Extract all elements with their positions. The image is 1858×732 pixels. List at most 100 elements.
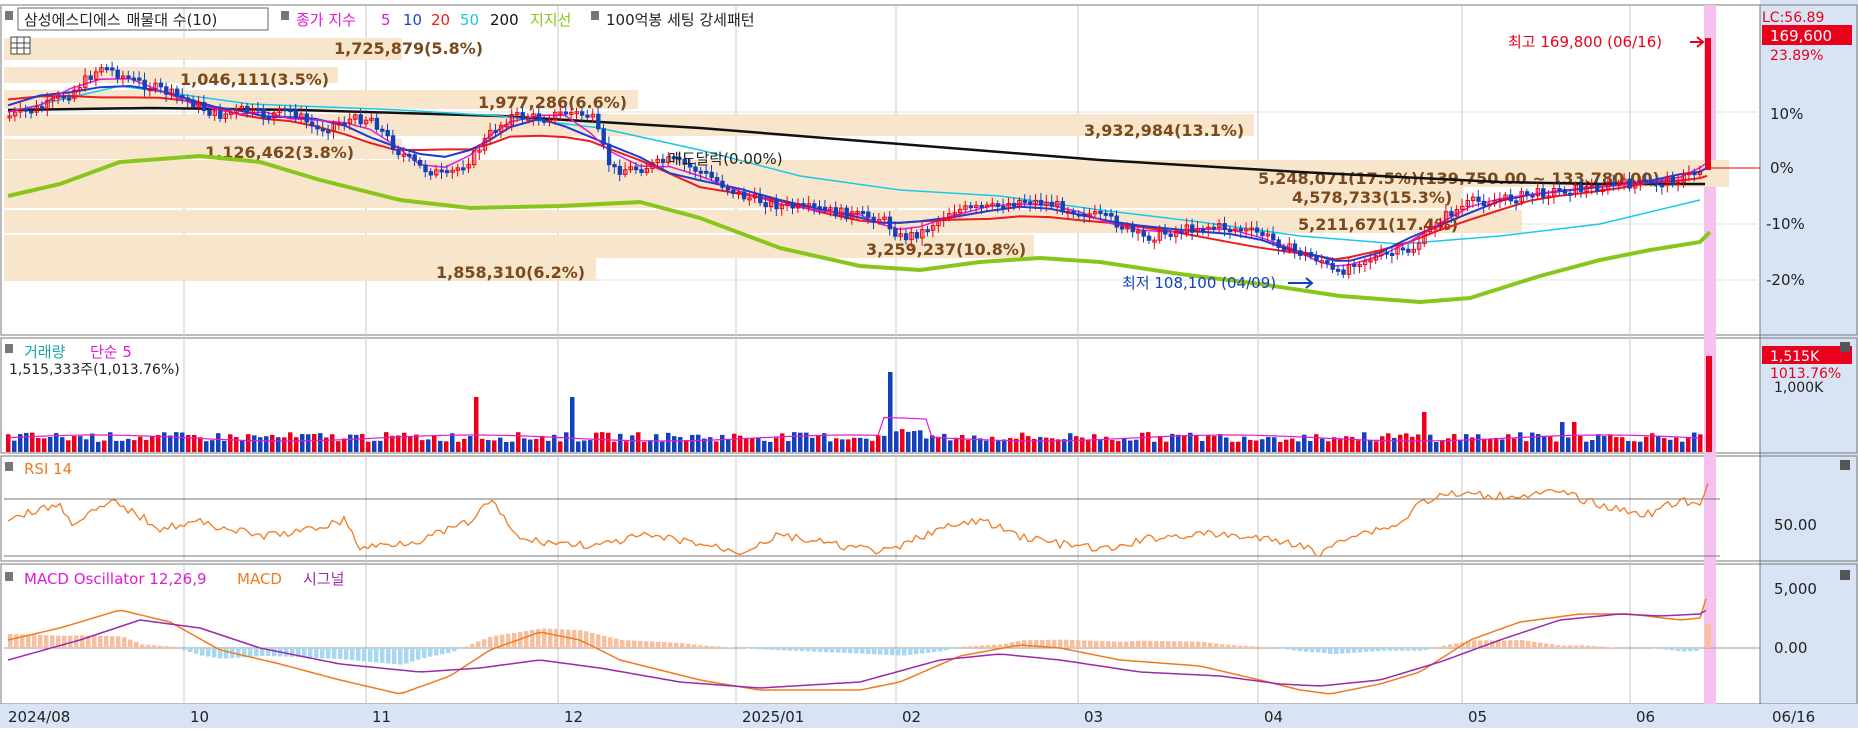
oscillator-bar (1394, 648, 1399, 651)
low-arrow (1288, 277, 1314, 289)
oscillator-bar (1118, 641, 1123, 648)
oscillator-bar (152, 645, 157, 648)
lc-label: LC:56.89 (1762, 10, 1824, 26)
volume-close-icon[interactable] (1840, 342, 1850, 352)
oscillator-bar (548, 628, 553, 648)
candle-body (331, 123, 336, 132)
oscillator-bar (1592, 646, 1597, 648)
volume-bar (1248, 439, 1253, 452)
candle-body (309, 121, 315, 127)
volume-bar (102, 440, 107, 452)
stock-name-box[interactable] (17, 7, 269, 31)
candle-body (542, 119, 547, 123)
volume-bar (60, 437, 65, 452)
rsi-close-icon[interactable] (1840, 460, 1850, 470)
oscillator-bar (476, 641, 481, 648)
volume-bar (114, 440, 119, 452)
volume-profile-bar (4, 90, 638, 109)
oscillator-bar (302, 648, 307, 658)
oscillator-bar (104, 635, 109, 648)
oscillator-bar (452, 648, 457, 652)
candle-body (488, 129, 493, 140)
volume-bar (1044, 437, 1049, 452)
grid-settings-icon[interactable] (10, 36, 31, 55)
macd-close-icon[interactable] (1840, 570, 1850, 580)
volume-bar (240, 440, 245, 452)
oscillator-bar (1340, 648, 1345, 654)
candle-body (1481, 200, 1487, 207)
candle-body (1449, 211, 1454, 217)
oscillator-bar (458, 648, 463, 649)
oscillator-bar (1388, 648, 1393, 651)
volume-bar (1392, 437, 1397, 452)
oscillator-bar (50, 635, 55, 648)
candle-body (169, 88, 174, 95)
oscillator-bar (110, 636, 115, 648)
volume-profile-label: 1,046,111(3.5%) (180, 70, 329, 89)
candle-body (110, 67, 115, 71)
candle-body (995, 203, 1001, 207)
candle-body (612, 164, 617, 168)
candle-body (1028, 201, 1033, 205)
volume-bar (1536, 434, 1541, 452)
candle-body (817, 206, 822, 210)
oscillator-bar (1148, 640, 1153, 648)
oscillator-bar (410, 648, 415, 662)
rsi-title: RSI 14 (24, 460, 72, 478)
oscillator-bar (854, 648, 859, 654)
volume-bar (1278, 441, 1283, 452)
oscillator-bar (1244, 645, 1249, 648)
oscillator-bar (62, 635, 67, 648)
candle-body (1157, 229, 1163, 241)
oscillator-bar (1424, 648, 1429, 650)
oscillator-bar (290, 648, 295, 657)
oscillator-bar (770, 648, 775, 650)
volume-bar (1368, 440, 1373, 452)
candle-body (1535, 188, 1541, 197)
oscillator-bar (1508, 640, 1513, 648)
oscillator-bar (128, 639, 133, 648)
oscillator-bar (428, 648, 433, 657)
volume-profile-bar (4, 38, 402, 60)
oscillator-bar (1604, 646, 1609, 648)
oscillator-bar (1292, 648, 1297, 651)
volume-bar (288, 432, 293, 452)
volume-bar (132, 440, 137, 452)
oscillator-bar (656, 641, 661, 648)
candle-body (644, 167, 650, 174)
candle-body (866, 211, 871, 218)
volume-bar (336, 441, 341, 452)
candle-body (903, 233, 909, 241)
candle-body (1254, 227, 1260, 233)
candle-body (795, 203, 801, 209)
volume-bar (42, 438, 47, 452)
volume-bar (144, 439, 149, 452)
volume-bar (1446, 438, 1451, 452)
volume-bar (498, 437, 503, 452)
candle-body (1524, 191, 1530, 196)
volume-bar (1134, 439, 1139, 452)
time-axis-label: 03 (1084, 708, 1103, 726)
time-axis-label: 2024/08 (8, 708, 70, 726)
oscillator-bar (1130, 641, 1135, 648)
oscillator-bar (1046, 639, 1051, 648)
volume-bar (672, 436, 677, 452)
oscillator-bar (614, 638, 619, 648)
volume-bar (546, 440, 551, 452)
candle-body (88, 75, 93, 80)
candle-body (936, 219, 941, 227)
volume-bar (948, 440, 953, 452)
oscillator-bar (566, 629, 571, 648)
oscillator-bar (356, 648, 361, 661)
candle-body (704, 170, 709, 174)
candle-body (871, 216, 876, 223)
candle-body (1427, 227, 1433, 233)
macd-line (7, 598, 1707, 695)
volume-bar (378, 440, 383, 452)
oscillator-bar (1334, 648, 1339, 655)
candle-body (223, 113, 228, 119)
candle-body (650, 162, 655, 169)
volume-bar (1188, 432, 1193, 452)
